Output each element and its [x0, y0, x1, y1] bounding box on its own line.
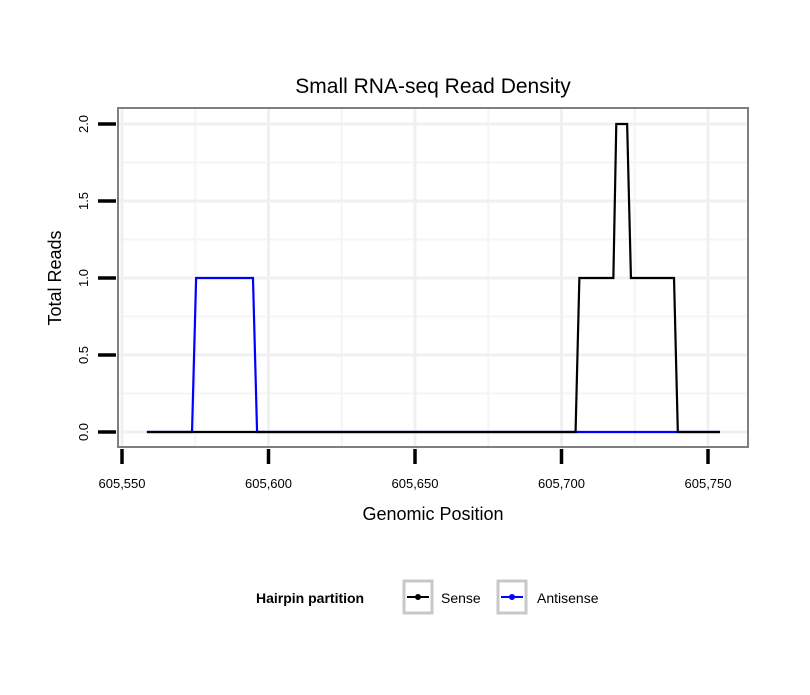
x-tick-label: 605,550: [99, 476, 146, 491]
x-axis-label: Genomic Position: [362, 504, 503, 524]
x-tick-label: 605,650: [392, 476, 439, 491]
legend-item-antisense[interactable]: Antisense: [496, 579, 599, 615]
x-tick-label: 605,600: [245, 476, 292, 491]
legend-label-sense: Sense: [441, 590, 481, 606]
legend-label-antisense: Antisense: [537, 590, 599, 606]
y-tick-label: 0.5: [76, 346, 91, 364]
series-line-sense: [146, 122, 721, 434]
legend-item-sense[interactable]: Sense: [402, 579, 481, 615]
y-tick-label: 0.0: [76, 423, 91, 441]
y-axis-label: Total Reads: [45, 230, 65, 325]
sense-marker-icon: [415, 594, 421, 600]
y-tick-label: 2.0: [76, 115, 91, 133]
chart-title: Small RNA-seq Read Density: [295, 75, 571, 98]
legend-title: Hairpin partition: [256, 590, 364, 606]
x-tick-label: 605,700: [538, 476, 585, 491]
x-tick-label: 605,750: [685, 476, 732, 491]
legend: Hairpin partition Sense Antisense: [256, 579, 599, 615]
y-tick-label: 1.5: [76, 192, 91, 210]
antisense-marker-icon: [509, 594, 515, 600]
y-tick-label: 1.0: [76, 269, 91, 287]
plot-border: [117, 107, 749, 448]
